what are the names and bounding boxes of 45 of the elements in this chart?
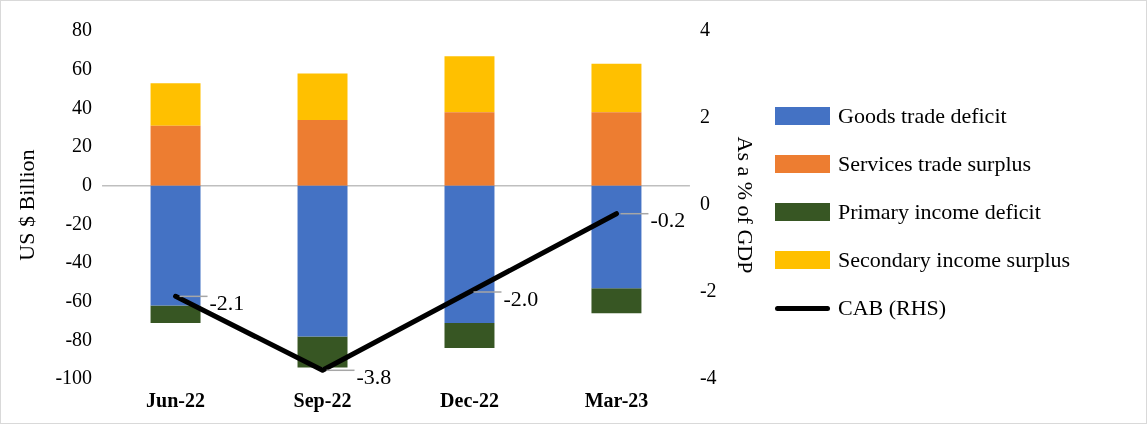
y-tick-label: -60 (65, 288, 93, 311)
bar (297, 185, 348, 337)
x-tick-label: Jun-22 (146, 389, 205, 412)
data-label: -2.1 (209, 290, 245, 316)
y2-tick-label: 0 (699, 192, 710, 215)
bar (591, 288, 642, 314)
y2-tick-label: -2 (699, 279, 717, 302)
bar (297, 119, 348, 186)
bar (591, 112, 642, 186)
y-tick-label: 20 (72, 134, 93, 157)
legend-label: Primary income deficit (838, 199, 1041, 225)
y-tick-label: -80 (65, 327, 93, 350)
y-tick-label: -40 (65, 250, 93, 273)
bar (444, 56, 495, 113)
y-tick-label: -20 (65, 211, 93, 234)
y2-tick-label: 4 (699, 18, 710, 41)
x-tick-label: Dec-22 (440, 389, 499, 412)
x-tick-label: Mar-23 (584, 389, 649, 412)
legend-label: Secondary income surplus (838, 247, 1071, 273)
bar (150, 83, 201, 126)
bar (444, 322, 495, 349)
data-label: -3.8 (356, 364, 392, 390)
y-tick-label: 0 (82, 172, 93, 195)
y-tick-label: 60 (72, 56, 93, 79)
y-tick-label: 40 (72, 95, 93, 118)
data-label: -2.0 (503, 285, 539, 311)
x-tick-label: Sep-22 (293, 389, 352, 413)
y2-tick-label: -4 (699, 366, 717, 389)
data-label: -0.2 (650, 207, 686, 233)
legend-label: Services trade surplus (838, 151, 1032, 177)
bar (150, 305, 201, 323)
bar (444, 112, 495, 186)
y2-axis-title: As a % of GDP (733, 136, 759, 274)
bar (150, 185, 201, 306)
bar (297, 73, 348, 120)
bar (150, 125, 201, 186)
y-axis-title: US $ Billion (13, 149, 39, 261)
y-tick-label: 80 (72, 18, 93, 41)
bar (591, 185, 642, 289)
bar (444, 185, 495, 323)
bar (591, 63, 642, 113)
legend-label: CAB (RHS) (838, 295, 947, 321)
y-tick-label: -100 (55, 366, 93, 389)
y2-tick-label: 2 (699, 105, 710, 128)
legend-label: Goods trade deficit (838, 103, 1007, 129)
